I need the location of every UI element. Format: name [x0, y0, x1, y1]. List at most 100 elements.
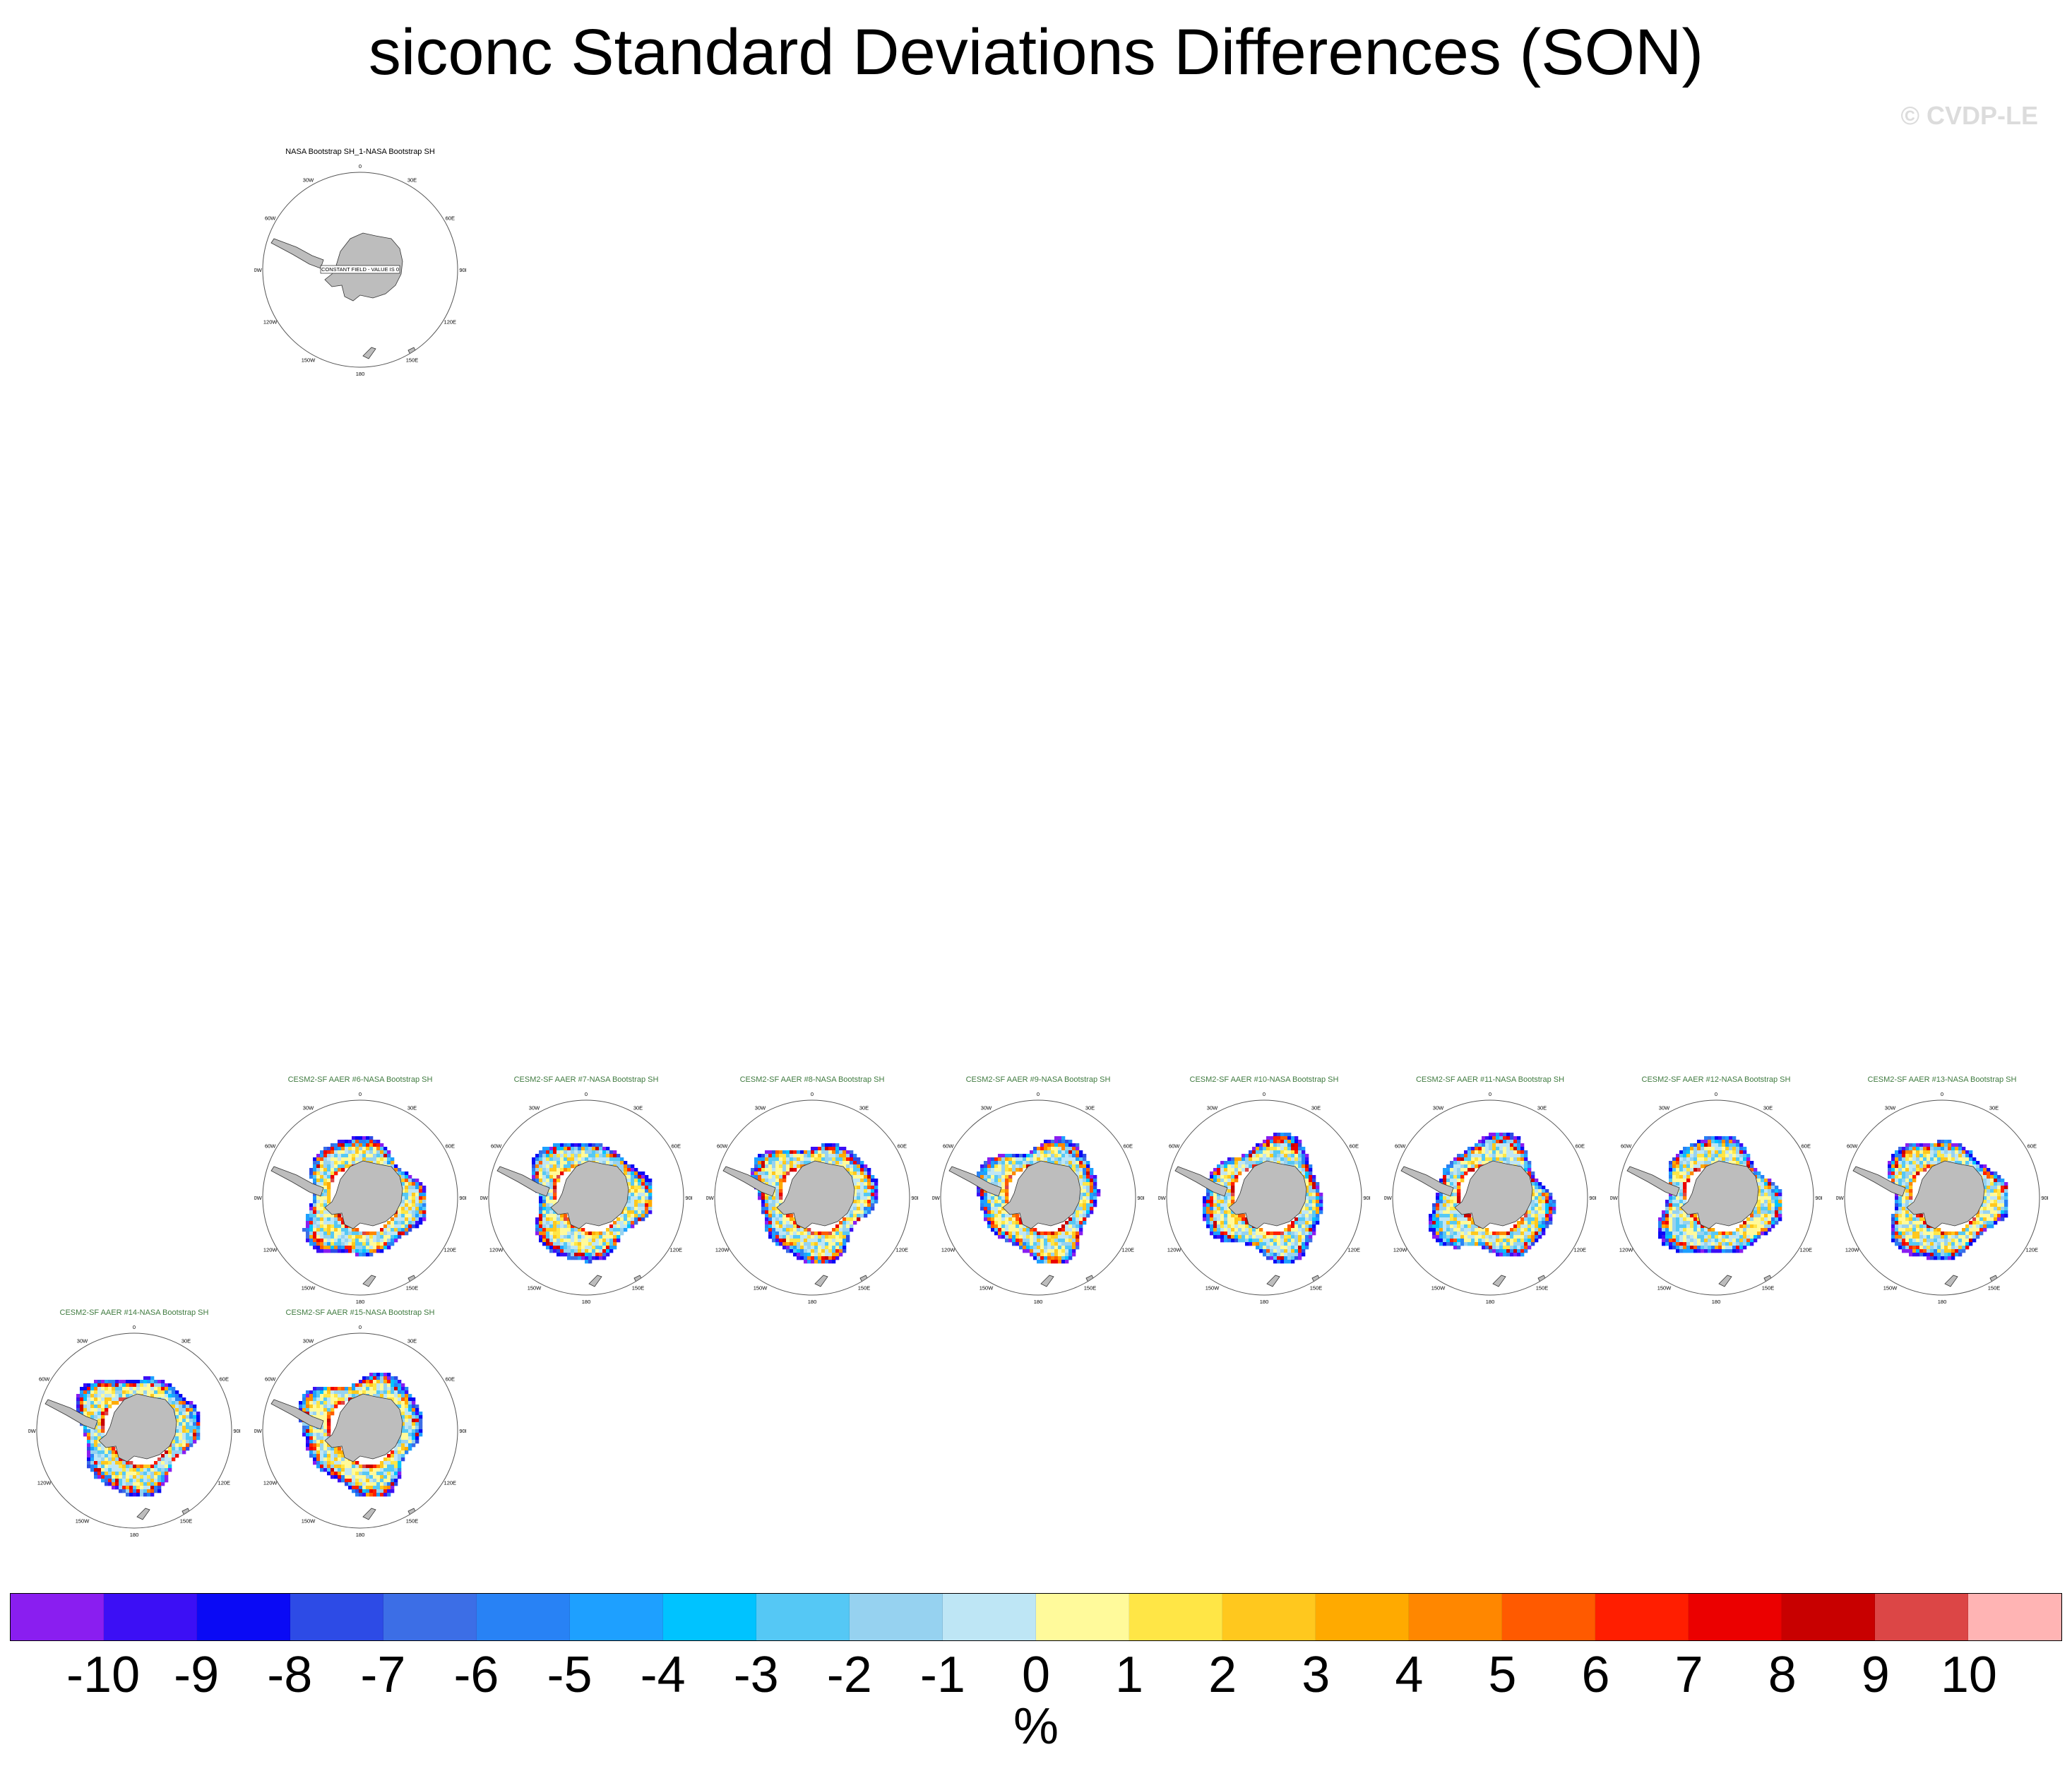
colorbar-swatch	[104, 1594, 197, 1640]
longitude-label: 30W	[1433, 1105, 1444, 1111]
longitude-label: 90E	[459, 1195, 466, 1201]
map-panel-model-13: CESM2-SF AAER #13-NASA Bootstrap SH 0 30E…	[1836, 1075, 2048, 1304]
longitude-label: 180	[1486, 1299, 1495, 1304]
polar-map: 0 30E 60E 90E 120E 150E 180 150W 120W 90W 60W 30W	[28, 1324, 240, 1537]
longitude-label: 90E	[1815, 1195, 1822, 1201]
colorbar-tick-label: 1	[1115, 1647, 1144, 1703]
longitude-label: 150W	[302, 357, 316, 363]
longitude-label: 180	[1034, 1299, 1043, 1304]
longitude-label: 150W	[528, 1284, 542, 1291]
colorbar-tick-label: -10	[66, 1647, 141, 1703]
longitude-label: 90E	[685, 1195, 692, 1201]
longitude-label: 60W	[39, 1376, 50, 1383]
longitude-label: 150W	[1431, 1284, 1446, 1291]
longitude-label: 120W	[263, 319, 278, 326]
colorbar-tick-label: 7	[1674, 1647, 1703, 1703]
map-panel-model-10: CESM2-SF AAER #10-NASA Bootstrap SH 0 30E…	[1158, 1075, 1370, 1304]
panel-title: CESM2-SF AAER #7-NASA Bootstrap SH	[513, 1075, 659, 1084]
colorbar-tick-label: 6	[1581, 1647, 1610, 1703]
longitude-label: 150W	[980, 1284, 994, 1291]
longitude-label: 0	[359, 1324, 362, 1330]
polar-map: 0 30E 60E 90E 120E 150E 180 150W 120W 90W 60W 30W	[254, 1324, 466, 1537]
longitude-label: 30W	[1659, 1105, 1670, 1111]
panel-title: CESM2-SF AAER #10-NASA Bootstrap SH	[1189, 1075, 1339, 1084]
panel-title: CESM2-SF AAER #15-NASA Bootstrap SH	[285, 1308, 435, 1317]
colorbar-tick-label: -7	[360, 1647, 406, 1703]
longitude-label: 150E	[406, 1517, 419, 1524]
longitude-label: 30E	[181, 1338, 191, 1344]
figure-title: siconc Standard Deviations Differences (…	[368, 16, 1704, 88]
longitude-label: 30W	[981, 1105, 992, 1111]
map-panel-model-14: CESM2-SF AAER #14-NASA Bootstrap SH 0 30E…	[28, 1308, 240, 1537]
longitude-label: 90E	[233, 1428, 240, 1434]
longitude-label: 150E	[1536, 1284, 1549, 1291]
longitude-label: 150W	[76, 1517, 90, 1524]
longitude-label: 90E	[459, 1428, 466, 1434]
polar-map: 0 30E 60E 90E 120E 150E 180 150W 120W 90W 60W 30W	[254, 1091, 466, 1304]
colorbar-tick-label: -4	[640, 1647, 686, 1703]
map-panel-model-12: CESM2-SF AAER #12-NASA Bootstrap SH 0 30E…	[1610, 1075, 1822, 1304]
copyright-watermark: © CVDP-LE	[1900, 101, 2038, 130]
longitude-label: 120W	[263, 1247, 278, 1253]
longitude-label: 180	[356, 371, 365, 376]
longitude-label: 90W	[932, 1195, 941, 1201]
colorbar-tick-label: -3	[733, 1647, 779, 1703]
colorbar-swatch	[850, 1594, 943, 1640]
map-panel-model-6: CESM2-SF AAER #6-NASA Bootstrap SH 0 30E 6…	[254, 1075, 466, 1304]
longitude-label: 60E	[1350, 1143, 1359, 1150]
longitude-label: 0	[133, 1324, 136, 1330]
longitude-label: 90W	[1836, 1195, 1845, 1201]
polar-map: 0 30E 60E 90E 120E 150E 180 150W 120W 90W 60W 30W CO…	[254, 163, 466, 376]
longitude-label: 120E	[444, 1247, 457, 1253]
colorbar-tick-label: 3	[1302, 1647, 1330, 1703]
colorbar-swatch	[1875, 1594, 1968, 1640]
longitude-label: 60E	[1802, 1143, 1811, 1150]
longitude-label: 120W	[489, 1247, 504, 1253]
longitude-label: 0	[359, 1091, 362, 1097]
colorbar-tick-label: -6	[453, 1647, 499, 1703]
longitude-label: 150W	[1883, 1284, 1898, 1291]
longitude-label: 60W	[1621, 1143, 1632, 1150]
longitude-label: 90E	[1589, 1195, 1596, 1201]
panel-title: CESM2-SF AAER #6-NASA Bootstrap SH	[287, 1075, 433, 1084]
colorbar-swatch	[1782, 1594, 1875, 1640]
longitude-label: 180	[1260, 1299, 1269, 1304]
longitude-label: 90W	[254, 267, 263, 273]
longitude-label: 60E	[1576, 1143, 1585, 1150]
longitude-label: 30E	[407, 177, 417, 184]
longitude-label: 120W	[37, 1480, 52, 1486]
colorbar-swatch	[1129, 1594, 1222, 1640]
colorbar-swatch	[197, 1594, 290, 1640]
longitude-label: 120W	[1619, 1247, 1634, 1253]
panel-title: CESM2-SF AAER #8-NASA Bootstrap SH	[739, 1075, 885, 1084]
longitude-label: 30W	[1207, 1105, 1218, 1111]
colorbar-swatch	[943, 1594, 1036, 1640]
longitude-label: 60W	[1847, 1143, 1858, 1150]
colorbar-tick-label: -2	[826, 1647, 872, 1703]
map-panel-model-7: CESM2-SF AAER #7-NASA Bootstrap SH 0 30E 6…	[480, 1075, 692, 1304]
polar-map: 0 30E 60E 90E 120E 150E 180 150W 120W 90W 60W 30W	[706, 1091, 918, 1304]
longitude-label: 180	[130, 1532, 139, 1537]
longitude-label: 90W	[28, 1428, 37, 1434]
longitude-label: 90E	[459, 267, 466, 273]
longitude-label: 60W	[265, 1143, 276, 1150]
longitude-label: 60E	[1124, 1143, 1133, 1150]
longitude-label: 150E	[632, 1284, 645, 1291]
longitude-label: 150W	[1657, 1284, 1672, 1291]
longitude-label: 60E	[2028, 1143, 2037, 1150]
colorbar-swatch	[663, 1594, 756, 1640]
panel-title: CESM2-SF AAER #14-NASA Bootstrap SH	[59, 1308, 209, 1317]
longitude-label: 120W	[1393, 1247, 1408, 1253]
polar-map: 0 30E 60E 90E 120E 150E 180 150W 120W 90W 60W 30W	[1610, 1091, 1822, 1304]
colorbar-tick-label: 0	[1021, 1647, 1051, 1703]
colorbar-tick-label: -5	[547, 1647, 593, 1703]
longitude-label: 30E	[407, 1105, 417, 1111]
longitude-label: 30W	[529, 1105, 540, 1111]
longitude-label: 150E	[406, 357, 419, 363]
longitude-label: 180	[1712, 1299, 1721, 1304]
map-panel-obs: NASA Bootstrap SH_1-NASA Bootstrap SH 0 3…	[254, 147, 466, 376]
longitude-label: 90W	[254, 1195, 263, 1201]
longitude-label: 150E	[1310, 1284, 1323, 1291]
polar-map: 0 30E 60E 90E 120E 150E 180 150W 120W 90W 60W 30W	[1158, 1091, 1370, 1304]
longitude-label: 30E	[633, 1105, 643, 1111]
